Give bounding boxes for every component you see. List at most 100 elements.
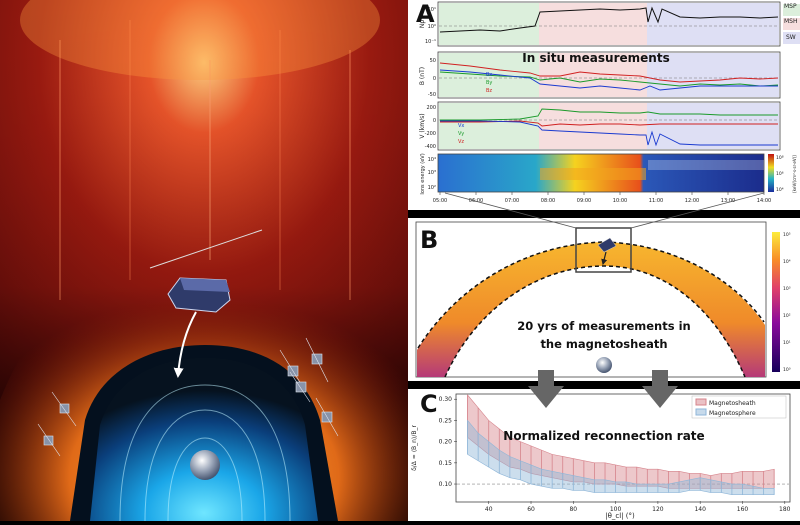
np-trace	[439, 6, 779, 33]
y-tick-label: 0.20	[439, 439, 453, 446]
magnetosphere-region	[90, 358, 318, 521]
v-tick-4: -400	[425, 144, 436, 150]
legend-sw-swatch	[783, 32, 800, 44]
b-tick-1: 50	[430, 58, 436, 64]
time-tick-label: 13:00	[721, 198, 735, 204]
rate-legend-box	[691, 395, 787, 419]
time-tick-label: 14:00	[757, 198, 771, 204]
panel-c: 40 60 80 100 120 140 160 180 0.10 0.15 0.20 0.25 0.3…	[408, 370, 800, 521]
b-tick-3: -50	[428, 92, 436, 98]
sheath-cbar-tick-2: 10⁴	[783, 259, 791, 265]
v-trace-vx	[440, 120, 778, 147]
np-axis-label: Np	[419, 20, 426, 28]
b-legend-by: By	[486, 80, 492, 86]
bow-shock-curve	[417, 241, 765, 349]
x-tick-label: 60	[527, 506, 535, 513]
x-tick-label: 160	[737, 506, 749, 513]
rate-chart-marks	[457, 394, 789, 495]
space-illustration	[0, 0, 408, 522]
sheath-cbar-tick-5: 10¹	[783, 340, 791, 346]
b-axis-label: B (nT)	[419, 67, 426, 85]
panel-a: Np 10¹ 10⁰ 10⁻¹ MSP MSH SW A B (nT) 50 0…	[408, 0, 800, 210]
panel-c-letter: C	[420, 390, 438, 418]
descent-arrow	[173, 311, 197, 378]
np-tick-1: 10¹	[428, 7, 436, 13]
divider-ab	[408, 210, 800, 218]
x-tick-label: 40	[485, 506, 493, 513]
v-tick-2: 0	[433, 118, 436, 124]
ions-colorbar	[768, 154, 774, 192]
sheath-colorbar	[772, 232, 780, 372]
panel-b-caption-line-1: 20 yrs of measurements in	[517, 319, 690, 333]
sheath-cbar-tick-1: 10⁵	[783, 232, 791, 238]
spacecraft-constellation	[37, 337, 339, 457]
y-tick-label: 0.10	[439, 481, 453, 488]
y-tick-label: 0.25	[439, 417, 453, 424]
legend-msh-swatch	[783, 18, 800, 30]
sheath-cbar-tick-6: 10⁰	[783, 367, 791, 373]
v-trace-vy	[440, 108, 778, 121]
np-sw-shade	[647, 3, 779, 45]
field-lines	[119, 384, 291, 522]
y-tick-label: 0.15	[439, 460, 453, 467]
magnetopause-curve	[444, 265, 746, 378]
x-tick-label: 100	[610, 506, 622, 513]
v-legend-vy: Vy	[458, 131, 464, 137]
b-legend-bz: Bz	[486, 88, 492, 94]
panel-b: B 20 yrs of measurements in the magnetos…	[408, 192, 800, 381]
y-tick-label: 0.30	[439, 396, 453, 403]
legend-magnetosphere-label: Magnetosphere	[709, 410, 756, 417]
time-tick-label: 11:00	[649, 198, 663, 204]
e-tick-3: 10²	[428, 185, 436, 191]
arrow-down-left	[528, 370, 564, 408]
earth-marker-icon	[596, 357, 612, 373]
sheath-density-map	[417, 242, 765, 377]
v-trace-vz	[440, 120, 778, 127]
np-tick-2: 10⁰	[428, 24, 436, 30]
b-legend-bx: Bx	[486, 72, 492, 78]
time-tick-label: 05:00	[433, 198, 447, 204]
sheath-cbar-tick-3: 10³	[783, 286, 791, 292]
e-tick-1: 10⁴	[428, 157, 436, 163]
ions-cbar-tick-3: 10⁴	[776, 187, 784, 193]
x-tick-label: 180	[779, 506, 791, 513]
legend-msh-label: MSH	[784, 18, 798, 25]
v-legend-vz: Vz	[458, 139, 464, 145]
b-trace-bz	[439, 62, 779, 83]
legend-magnetosheath-swatch	[695, 398, 707, 406]
in-situ-headline: In situ measurements	[522, 51, 669, 65]
np-tick-3: 10⁻¹	[425, 39, 436, 45]
panel-b-letter: B	[420, 226, 438, 254]
time-tick-label: 07:00	[505, 198, 519, 204]
spacecraft-icon	[597, 237, 617, 253]
x-tick-label: 140	[694, 506, 706, 513]
rate-chart-axes: 40 60 80 100 120 140 160 180 0.10 0.15 0.20 0.25 0.3…	[439, 396, 791, 513]
arrow-down-right	[642, 370, 678, 408]
zoom-line-left	[444, 192, 577, 229]
b-trace-bx	[439, 69, 778, 91]
mms-spacecraft-main	[149, 229, 263, 313]
time-tick-label: 08:00	[541, 198, 555, 204]
time-tick-label: 10:00	[613, 198, 627, 204]
ions-axis-label: Ions energy (eV)	[420, 153, 426, 194]
spacecraft-arrow	[601, 251, 608, 266]
x-tick-label: 80	[569, 506, 577, 513]
x-tick-label: 120	[652, 506, 664, 513]
legend-msp-swatch	[783, 4, 800, 16]
panel-b-caption-line-2: the magnetosheath	[540, 337, 667, 351]
zoom-line-right	[630, 192, 765, 229]
v-axis-label: V (km/s)	[419, 113, 426, 138]
time-tick-label: 09:00	[577, 198, 591, 204]
rate-y-axis-label: δ/Δ ≈ ⟨B_n⟩/B_r	[411, 425, 418, 471]
panel-a-letter: A	[416, 0, 435, 28]
zoom-box	[575, 227, 632, 273]
v-legend-vx: Vx	[458, 123, 464, 129]
ions-cbar-label: [keV/(cm²·s·sr·eV)]	[792, 155, 797, 193]
rate-x-axis-label: |θ_cl| (°)	[605, 512, 635, 520]
earth-icon	[190, 450, 220, 480]
sheath-cbar-tick-4: 10²	[783, 313, 791, 319]
divider-bc	[408, 381, 800, 389]
e-tick-2: 10³	[428, 170, 436, 176]
